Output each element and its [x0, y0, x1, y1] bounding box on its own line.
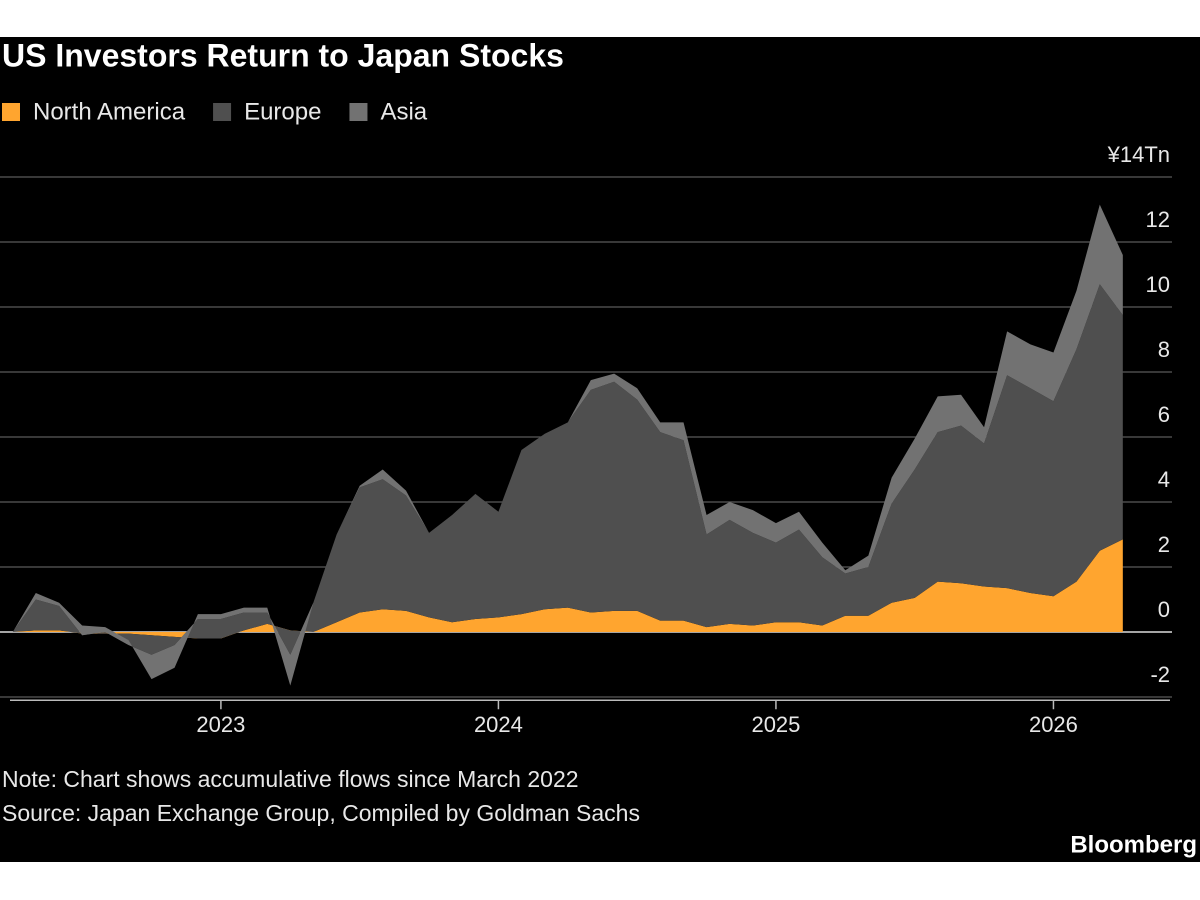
- area: [12, 539, 1123, 639]
- y-tick-label: 2: [1158, 532, 1170, 557]
- x-tick-label: 2026: [1029, 712, 1078, 737]
- y-tick-label: ¥14Tn: [1107, 142, 1170, 167]
- chart-title: US Investors Return to Japan Stocks: [2, 37, 564, 73]
- legend-label: North America: [33, 98, 186, 125]
- y-tick-label: 4: [1158, 467, 1170, 492]
- legend-swatch: [213, 103, 232, 121]
- x-tick-label: 2024: [474, 712, 523, 737]
- x-tick-label: 2025: [751, 712, 800, 737]
- y-tick-label: 6: [1158, 402, 1170, 427]
- area: [12, 204, 1123, 686]
- y-tick-label: 0: [1158, 597, 1170, 622]
- legend-swatch: [2, 103, 20, 121]
- source: Source: Japan Exchange Group, Compiled b…: [2, 800, 640, 826]
- note: Note: Chart shows accumulative flows sin…: [2, 766, 579, 792]
- y-tick-label: -2: [1150, 662, 1170, 687]
- legend-swatch: [349, 103, 368, 121]
- y-tick-label: 12: [1146, 207, 1170, 232]
- legend-label: Europe: [244, 98, 321, 125]
- y-tick-label: 8: [1158, 337, 1170, 362]
- x-tick-label: 2023: [196, 712, 245, 737]
- y-tick-label: 10: [1146, 272, 1170, 297]
- area: [12, 284, 1123, 655]
- legend-label: Asia: [380, 98, 427, 125]
- credit: Bloomberg: [1070, 831, 1197, 858]
